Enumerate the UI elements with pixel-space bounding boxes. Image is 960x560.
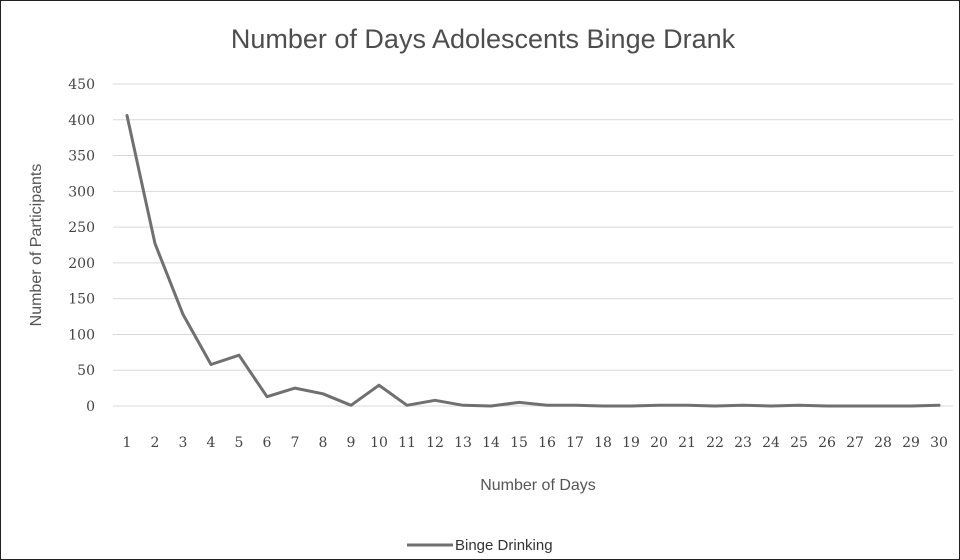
x-tick-label-8: 8: [319, 435, 328, 451]
x-tick-label-16: 16: [538, 435, 556, 451]
x-tick-label-18: 18: [594, 435, 612, 451]
legend: Binge Drinking: [407, 537, 553, 554]
x-tick-label-2: 2: [151, 435, 160, 451]
x-tick-label-17: 17: [566, 435, 584, 451]
x-tick-label-13: 13: [454, 435, 472, 451]
x-tick-label-6: 6: [263, 435, 272, 451]
y-tick-label-200: 200: [68, 256, 95, 272]
x-tick-label-29: 29: [902, 435, 920, 451]
x-tick-label-20: 20: [650, 435, 668, 451]
x-tick-label-21: 21: [678, 435, 696, 451]
x-tick-label-25: 25: [790, 435, 808, 451]
x-tick-label-22: 22: [706, 435, 724, 451]
y-tick-label-450: 450: [68, 77, 95, 93]
y-tick-label-50: 50: [77, 363, 95, 379]
legend-label-binge-drinking: Binge Drinking: [455, 537, 553, 554]
gridlines: [113, 83, 953, 407]
y-tick-label-400: 400: [68, 113, 95, 129]
x-tick-label-15: 15: [510, 435, 528, 451]
y-tick-label-300: 300: [68, 184, 95, 200]
y-axis-ticks: 0 50 100 150 200 250 300 350 400 450: [68, 77, 95, 415]
x-tick-label-28: 28: [874, 435, 892, 451]
series-layer: [125, 114, 941, 408]
x-tick-label-11: 11: [398, 435, 416, 451]
x-tick-label-26: 26: [818, 435, 836, 451]
x-tick-label-7: 7: [291, 435, 300, 451]
x-tick-label-30: 30: [930, 435, 948, 451]
x-tick-label-9: 9: [347, 435, 356, 451]
y-tick-label-150: 150: [68, 292, 95, 308]
x-tick-label-10: 10: [370, 435, 388, 451]
x-tick-label-23: 23: [734, 435, 752, 451]
x-tick-label-1: 1: [123, 435, 132, 451]
x-tick-label-19: 19: [622, 435, 640, 451]
y-axis-label: Number of Participants: [28, 164, 45, 327]
x-tick-label-24: 24: [762, 435, 780, 451]
chart-title: Number of Days Adolescents Binge Drank: [231, 24, 736, 54]
x-tick-label-3: 3: [179, 435, 188, 451]
x-tick-label-14: 14: [482, 435, 500, 451]
x-tick-label-27: 27: [846, 435, 864, 451]
y-tick-label-250: 250: [68, 220, 95, 236]
x-axis-label: Number of Days: [480, 477, 596, 494]
x-axis-ticks: 1 2 3 4 5 6 7 8 9 10 11 12 13 14 15 16 17 18 19 20 21 22 23 24 2…: [123, 435, 948, 451]
x-tick-label-4: 4: [207, 435, 216, 451]
x-tick-label-12: 12: [426, 435, 444, 451]
y-tick-label-0: 0: [86, 399, 95, 415]
y-tick-label-350: 350: [68, 149, 95, 165]
x-tick-label-5: 5: [235, 435, 244, 451]
y-tick-label-100: 100: [68, 327, 95, 343]
series-line-0: [125, 114, 941, 408]
